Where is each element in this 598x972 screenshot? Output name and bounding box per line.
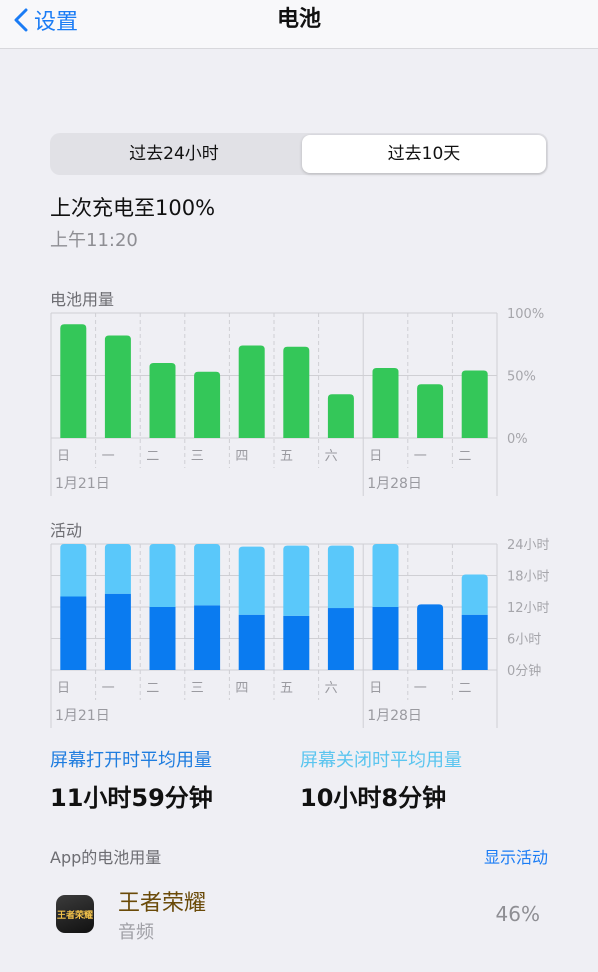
battery-day-label: 五 <box>280 449 293 464</box>
back-button[interactable]: 设置 <box>14 4 78 36</box>
app-row-wangzhe[interactable]: 王者荣耀 王者荣耀 音频 46% <box>50 880 548 950</box>
activity-day-label: 一 <box>414 681 427 696</box>
activity-y-tick: 0分钟 <box>507 663 541 679</box>
activity-date-label: 1月21日 <box>55 708 110 724</box>
activity-screen-off-bar <box>194 544 221 606</box>
activity-y-tick: 24小时 <box>507 538 550 553</box>
battery-bar <box>372 368 399 438</box>
battery-date-label: 1月28日 <box>367 476 422 492</box>
activity-screen-off-bar <box>372 544 399 607</box>
activity-day-label: 日 <box>57 681 70 696</box>
page-title: 电池 <box>276 7 321 32</box>
battery-day-label: 二 <box>146 449 159 464</box>
battery-bar <box>283 346 310 438</box>
battery-day-label: 一 <box>414 449 427 464</box>
screen-off-average-value: 10小时8分钟 <box>300 784 447 812</box>
screen-on-average: 屏幕打开时平均用量 11小时59分钟 <box>50 746 213 813</box>
time-range-segmented-control: 过去24小时 过去10天 <box>50 133 548 175</box>
activity-day-label: 三 <box>191 681 204 696</box>
activity-screen-on-bar <box>149 607 176 670</box>
battery-level-chart: 100% 50% 0% 日 一 二 三 四 五 六 日 一 二 1月21日 1月28日 <box>50 307 544 496</box>
battery-y-tick: 100% <box>507 307 544 322</box>
activity-screen-on-bar <box>372 607 399 670</box>
last-charge-label: 上次充电至100% <box>50 196 216 220</box>
activity-screen-off-bar <box>327 545 354 609</box>
activity-day-label: 五 <box>280 681 293 696</box>
activity-y-tick: 6小时 <box>507 633 541 648</box>
battery-chart-title: 电池用量 <box>50 290 115 309</box>
battery-y-tick: 0% <box>507 432 528 447</box>
activity-day-label: 二 <box>146 681 159 696</box>
battery-bar <box>238 345 265 438</box>
battery-day-label: 二 <box>458 449 471 464</box>
last-charge-time: 上午11:20 <box>50 230 138 251</box>
activity-date-label: 1月28日 <box>367 708 422 724</box>
battery-day-label: 三 <box>191 449 204 464</box>
activity-screen-on-bar <box>461 614 488 670</box>
battery-day-label: 六 <box>325 449 338 464</box>
battery-day-label: 日 <box>57 449 70 464</box>
chevron-left-icon <box>14 8 28 32</box>
screen-off-average-label: 屏幕关闭时平均用量 <box>300 750 462 771</box>
activity-screen-on-bar <box>104 593 131 670</box>
show-activity-button[interactable]: 显示活动 <box>483 848 548 867</box>
battery-bar <box>104 335 131 438</box>
battery-day-label: 四 <box>235 449 248 464</box>
back-label: 设置 <box>34 10 79 35</box>
battery-y-tick: 50% <box>507 370 536 385</box>
activity-screen-on-bar <box>194 605 221 670</box>
activity-screen-off-bar <box>238 546 265 615</box>
activity-chart-title: 活动 <box>50 521 83 540</box>
battery-bar <box>60 324 87 438</box>
screen-off-average: 屏幕关闭时平均用量 10小时8分钟 <box>300 746 462 813</box>
activity-screen-off-bar <box>149 544 176 607</box>
battery-day-label: 日 <box>369 449 382 464</box>
activity-day-label: 日 <box>369 681 382 696</box>
screen-on-average-label: 屏幕打开时平均用量 <box>50 750 212 771</box>
app-icon-text: 王者荣耀 <box>56 910 93 921</box>
activity-day-label: 四 <box>235 681 248 696</box>
activity-day-label: 六 <box>325 681 338 696</box>
segment-last-10-days[interactable]: 过去10天 <box>302 135 546 173</box>
activity-screen-off-bar <box>60 544 87 597</box>
segment-last-24-hours[interactable]: 过去24小时 <box>129 144 219 164</box>
battery-bar <box>194 371 221 438</box>
activity-screen-on-bar <box>417 604 444 670</box>
app-category: 音频 <box>118 922 154 943</box>
battery-bar <box>327 394 354 438</box>
activity-screen-on-bar <box>283 615 310 670</box>
screen-on-average-value: 11小时59分钟 <box>50 784 213 812</box>
activity-screen-off-bar <box>104 544 131 594</box>
app-battery-usage-header: App的电池用量 <box>50 848 162 867</box>
game-app-icon: 王者荣耀 <box>56 895 94 933</box>
activity-day-label: 一 <box>102 681 115 696</box>
activity-screen-off-bar <box>283 545 310 616</box>
nav-bar: 设置 电池 <box>0 0 598 49</box>
activity-day-label: 二 <box>458 681 471 696</box>
activity-screen-on-bar <box>238 614 265 670</box>
app-name: 王者荣耀 <box>118 891 207 916</box>
activity-y-tick: 12小时 <box>507 601 550 616</box>
activity-y-tick: 18小时 <box>507 570 550 585</box>
activity-screen-on-bar <box>60 596 87 670</box>
activity-screen-on-bar <box>327 608 354 670</box>
activity-screen-off-bar <box>461 574 488 615</box>
battery-bar <box>417 384 444 438</box>
battery-date-label: 1月21日 <box>55 476 110 492</box>
app-battery-percent: 46% <box>495 902 540 926</box>
battery-bar <box>461 370 488 438</box>
battery-bar <box>149 363 176 438</box>
battery-day-label: 一 <box>102 449 115 464</box>
